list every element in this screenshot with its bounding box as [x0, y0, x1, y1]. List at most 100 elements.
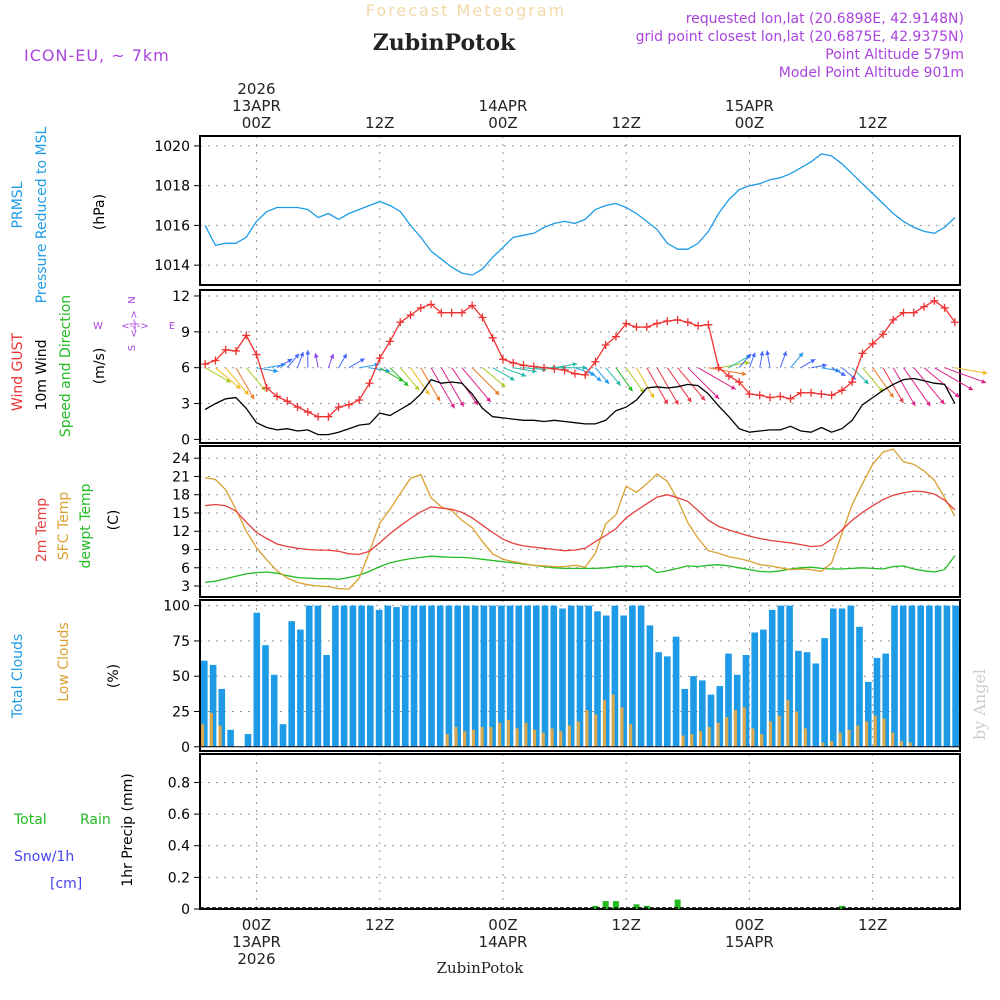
- sfc-temp-label: SFC Temp: [56, 492, 72, 561]
- wind-gust-marker: [930, 296, 939, 305]
- low-clouds-bar: [882, 718, 886, 747]
- precip-total-label: Total: [13, 812, 47, 828]
- total-clouds-bar: [480, 605, 488, 747]
- wind-arrow-head: [494, 390, 500, 395]
- wind-gust-marker: [745, 389, 754, 398]
- low-clouds-bar: [865, 721, 869, 747]
- wind-arrow: [646, 367, 669, 405]
- low-clouds-bar: [707, 727, 711, 747]
- total-clouds-bar: [943, 605, 951, 747]
- low-clouds-bar: [751, 728, 755, 747]
- total-clouds-bar: [340, 605, 348, 747]
- wind-arrow: [666, 367, 692, 403]
- wind-arrow-head: [435, 396, 441, 402]
- total-clouds-bar: [253, 612, 261, 747]
- wind-arrow-head: [414, 385, 420, 391]
- wind-gust-marker: [950, 318, 959, 327]
- low-clouds-bar: [725, 717, 729, 747]
- wind-gust-marker: [386, 337, 394, 346]
- wind-arrow-head: [486, 397, 491, 403]
- wind-dir-label: Speed and Direction: [58, 295, 74, 437]
- wind-arrow-head: [687, 397, 692, 403]
- wind-arrow-head: [521, 372, 527, 377]
- low-clouds-bar: [856, 725, 860, 747]
- total-clouds-bar: [681, 688, 689, 747]
- wind-gust-marker: [231, 346, 240, 355]
- wind-gust-marker: [273, 392, 282, 401]
- low-clouds-bar: [602, 700, 606, 747]
- wind-gust-marker: [221, 345, 230, 354]
- total-clouds-bar: [908, 605, 916, 747]
- wind-gust-marker: [786, 394, 795, 403]
- y-tick-label: 12: [172, 289, 190, 305]
- total-clouds-bar: [262, 645, 269, 747]
- total-clouds-bar: [489, 605, 496, 747]
- low-clouds-bar: [629, 724, 633, 747]
- wind-gust-marker: [468, 301, 477, 310]
- wind-gust-marker: [488, 333, 497, 342]
- wind-arrow-head: [359, 358, 365, 363]
- total-clouds-bar: [629, 605, 636, 747]
- wind-arrow: [625, 367, 645, 394]
- total-clouds-bar: [742, 655, 750, 747]
- wind-arrow: [399, 367, 420, 391]
- y-tick-label: 3: [181, 397, 190, 413]
- wind-arrow-head: [615, 380, 621, 386]
- total-clouds-bar: [297, 629, 304, 747]
- wind-arrow-head: [954, 392, 960, 398]
- wind-gust-marker: [457, 308, 466, 317]
- wind-arrow-head: [782, 351, 787, 357]
- wind-arrow: [903, 367, 931, 407]
- time-label-top: 00Z: [242, 114, 271, 132]
- total-clouds-bar: [454, 605, 461, 747]
- wind-arrow: [934, 367, 974, 391]
- time-label-bottom: 12Z: [612, 916, 641, 934]
- low-clouds-bar: [454, 727, 458, 747]
- panel-frame: [199, 135, 961, 286]
- time-label-bottom: 12Z: [365, 916, 394, 934]
- wind-arrow: [687, 367, 720, 400]
- wind-arrow-head: [294, 353, 300, 359]
- low-clouds-bar: [480, 727, 484, 747]
- total-clouds-bar: [305, 605, 313, 747]
- total-clouds-bar: [725, 653, 732, 747]
- total-clouds-bar: [419, 605, 426, 747]
- wind-arrow-head: [313, 353, 319, 358]
- total-clouds-bar: [314, 605, 322, 747]
- total-clouds-bar: [594, 611, 601, 747]
- wind-arrow-head: [745, 360, 750, 366]
- low-clouds-bar: [690, 734, 694, 747]
- model-label: ICON-EU, ~ 7km: [24, 46, 170, 65]
- wind-arrow-head: [899, 397, 904, 403]
- wind-arrow: [430, 367, 456, 409]
- rain-bar: [592, 905, 599, 909]
- y-tick-label: 25: [172, 704, 190, 720]
- wind-gust-marker: [550, 364, 559, 373]
- total-clouds-bar: [899, 605, 907, 747]
- wind-gust-marker: [581, 370, 590, 379]
- wind-arrow-head: [863, 379, 869, 385]
- low-clouds-bar: [498, 722, 502, 747]
- temperature-panel: 3 6 9 12 15 18 21 24: [172, 445, 961, 598]
- wind-gust-marker: [766, 393, 774, 402]
- total-clouds-bar: [463, 605, 470, 747]
- wind-arrow: [482, 367, 506, 388]
- total-clouds-bar: [733, 674, 741, 747]
- y-tick-label: 9: [181, 543, 190, 559]
- y-tick-label: 0.4: [168, 839, 190, 855]
- wind-gust-marker: [653, 319, 662, 328]
- compass-w: W: [93, 321, 103, 332]
- low-clouds-bar: [524, 722, 528, 747]
- low-clouds-bar: [541, 732, 545, 747]
- total-clouds-bar: [952, 605, 959, 747]
- total-clouds-bar: [716, 686, 724, 747]
- total-clouds-bar: [803, 652, 811, 747]
- total-clouds-bar: [567, 605, 575, 747]
- y-tick-label: 1020: [154, 139, 190, 155]
- wind-gust-marker: [817, 389, 826, 398]
- total-clouds-bar: [524, 605, 531, 747]
- wind-gust-marker: [355, 395, 364, 404]
- wind-arrow: [913, 367, 945, 405]
- wind10m-series: [204, 377, 956, 436]
